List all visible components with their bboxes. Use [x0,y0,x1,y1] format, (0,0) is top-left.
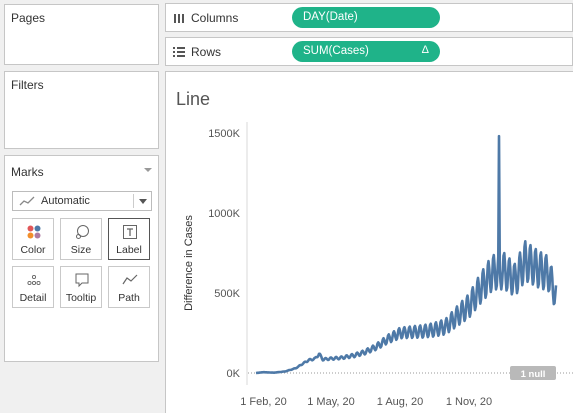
y-tick-label: 1000K [208,208,240,220]
path-button[interactable]: Path [108,266,150,308]
date-pill[interactable]: DAY(Date) [292,7,440,28]
mark-type-dropdown[interactable]: Automatic [12,191,152,211]
label-t-icon [123,225,137,239]
y-tick-label: 1500K [208,128,240,140]
detail-button[interactable]: Detail [12,266,54,308]
marks-title: Marks [11,165,44,179]
marks-card: Marks Automatic Color Size Label [4,155,159,362]
table-calc-delta-icon: Δ [421,44,429,56]
x-axis-ticks: 1 Feb, 20 1 May, 20 1 Aug, 20 1 Nov, 20 [240,396,492,408]
pages-title: Pages [11,11,46,25]
y-axis-label: Difference in Cases [183,215,195,311]
filters-card[interactable]: Filters [4,71,159,149]
rows-shelf[interactable]: Rows SUM(Cases) Δ [165,37,573,66]
x-tick-label: 1 Aug, 20 [377,396,424,408]
label-button[interactable]: Label [108,218,150,260]
detail-dots-icon [27,274,41,286]
y-axis-ticks: 0K 500K 1000K 1500K [208,128,240,380]
detail-label: Detail [19,292,47,304]
line-chart[interactable]: Difference in Cases 0K 500K 1000K 1500K 1 F… [166,72,573,413]
filters-title: Filters [11,78,44,92]
dropdown-separator [133,194,134,208]
columns-icon [174,14,184,23]
line-chart-icon [19,196,35,206]
columns-label: Columns [191,11,239,25]
rows-icon [173,47,185,57]
path-icon [122,274,138,285]
series-line[interactable] [255,134,558,375]
y-tick-label: 0K [227,368,241,380]
size-label: Size [70,244,92,256]
tooltip-icon [75,273,89,288]
x-tick-label: 1 Feb, 20 [240,396,286,408]
y-tick-label: 500K [214,288,240,300]
size-icon [76,225,89,239]
path-label: Path [118,292,140,304]
x-tick-label: 1 May, 20 [307,396,355,408]
color-button[interactable]: Color [12,218,54,260]
x-tick-label: 1 Nov, 20 [446,396,492,408]
marks-menu-caret-icon[interactable] [144,168,152,172]
sheet-title: Line [176,89,211,109]
pages-card[interactable]: Pages [4,4,159,65]
color-label: Color [20,244,46,256]
date-pill-text: DAY(Date) [303,11,358,23]
cases-pill[interactable]: SUM(Cases) Δ [292,41,440,62]
rows-label: Rows [191,45,222,59]
chevron-down-icon [139,199,147,204]
tooltip-button[interactable]: Tooltip [60,266,102,308]
columns-shelf[interactable]: Columns DAY(Date) [165,3,573,32]
worksheet-view[interactable]: Line Difference in Cases 0K 500K 1000K 1500… [165,71,573,413]
cases-pill-text: SUM(Cases) [303,45,369,57]
color-dots-icon [27,225,41,239]
tooltip-label: Tooltip [65,292,97,304]
mark-type-label: Automatic [41,195,90,207]
size-button[interactable]: Size [60,218,102,260]
label-label: Label [116,244,142,256]
null-indicator[interactable]: 1 null [510,366,556,380]
null-indicator-text: 1 null [521,369,546,380]
